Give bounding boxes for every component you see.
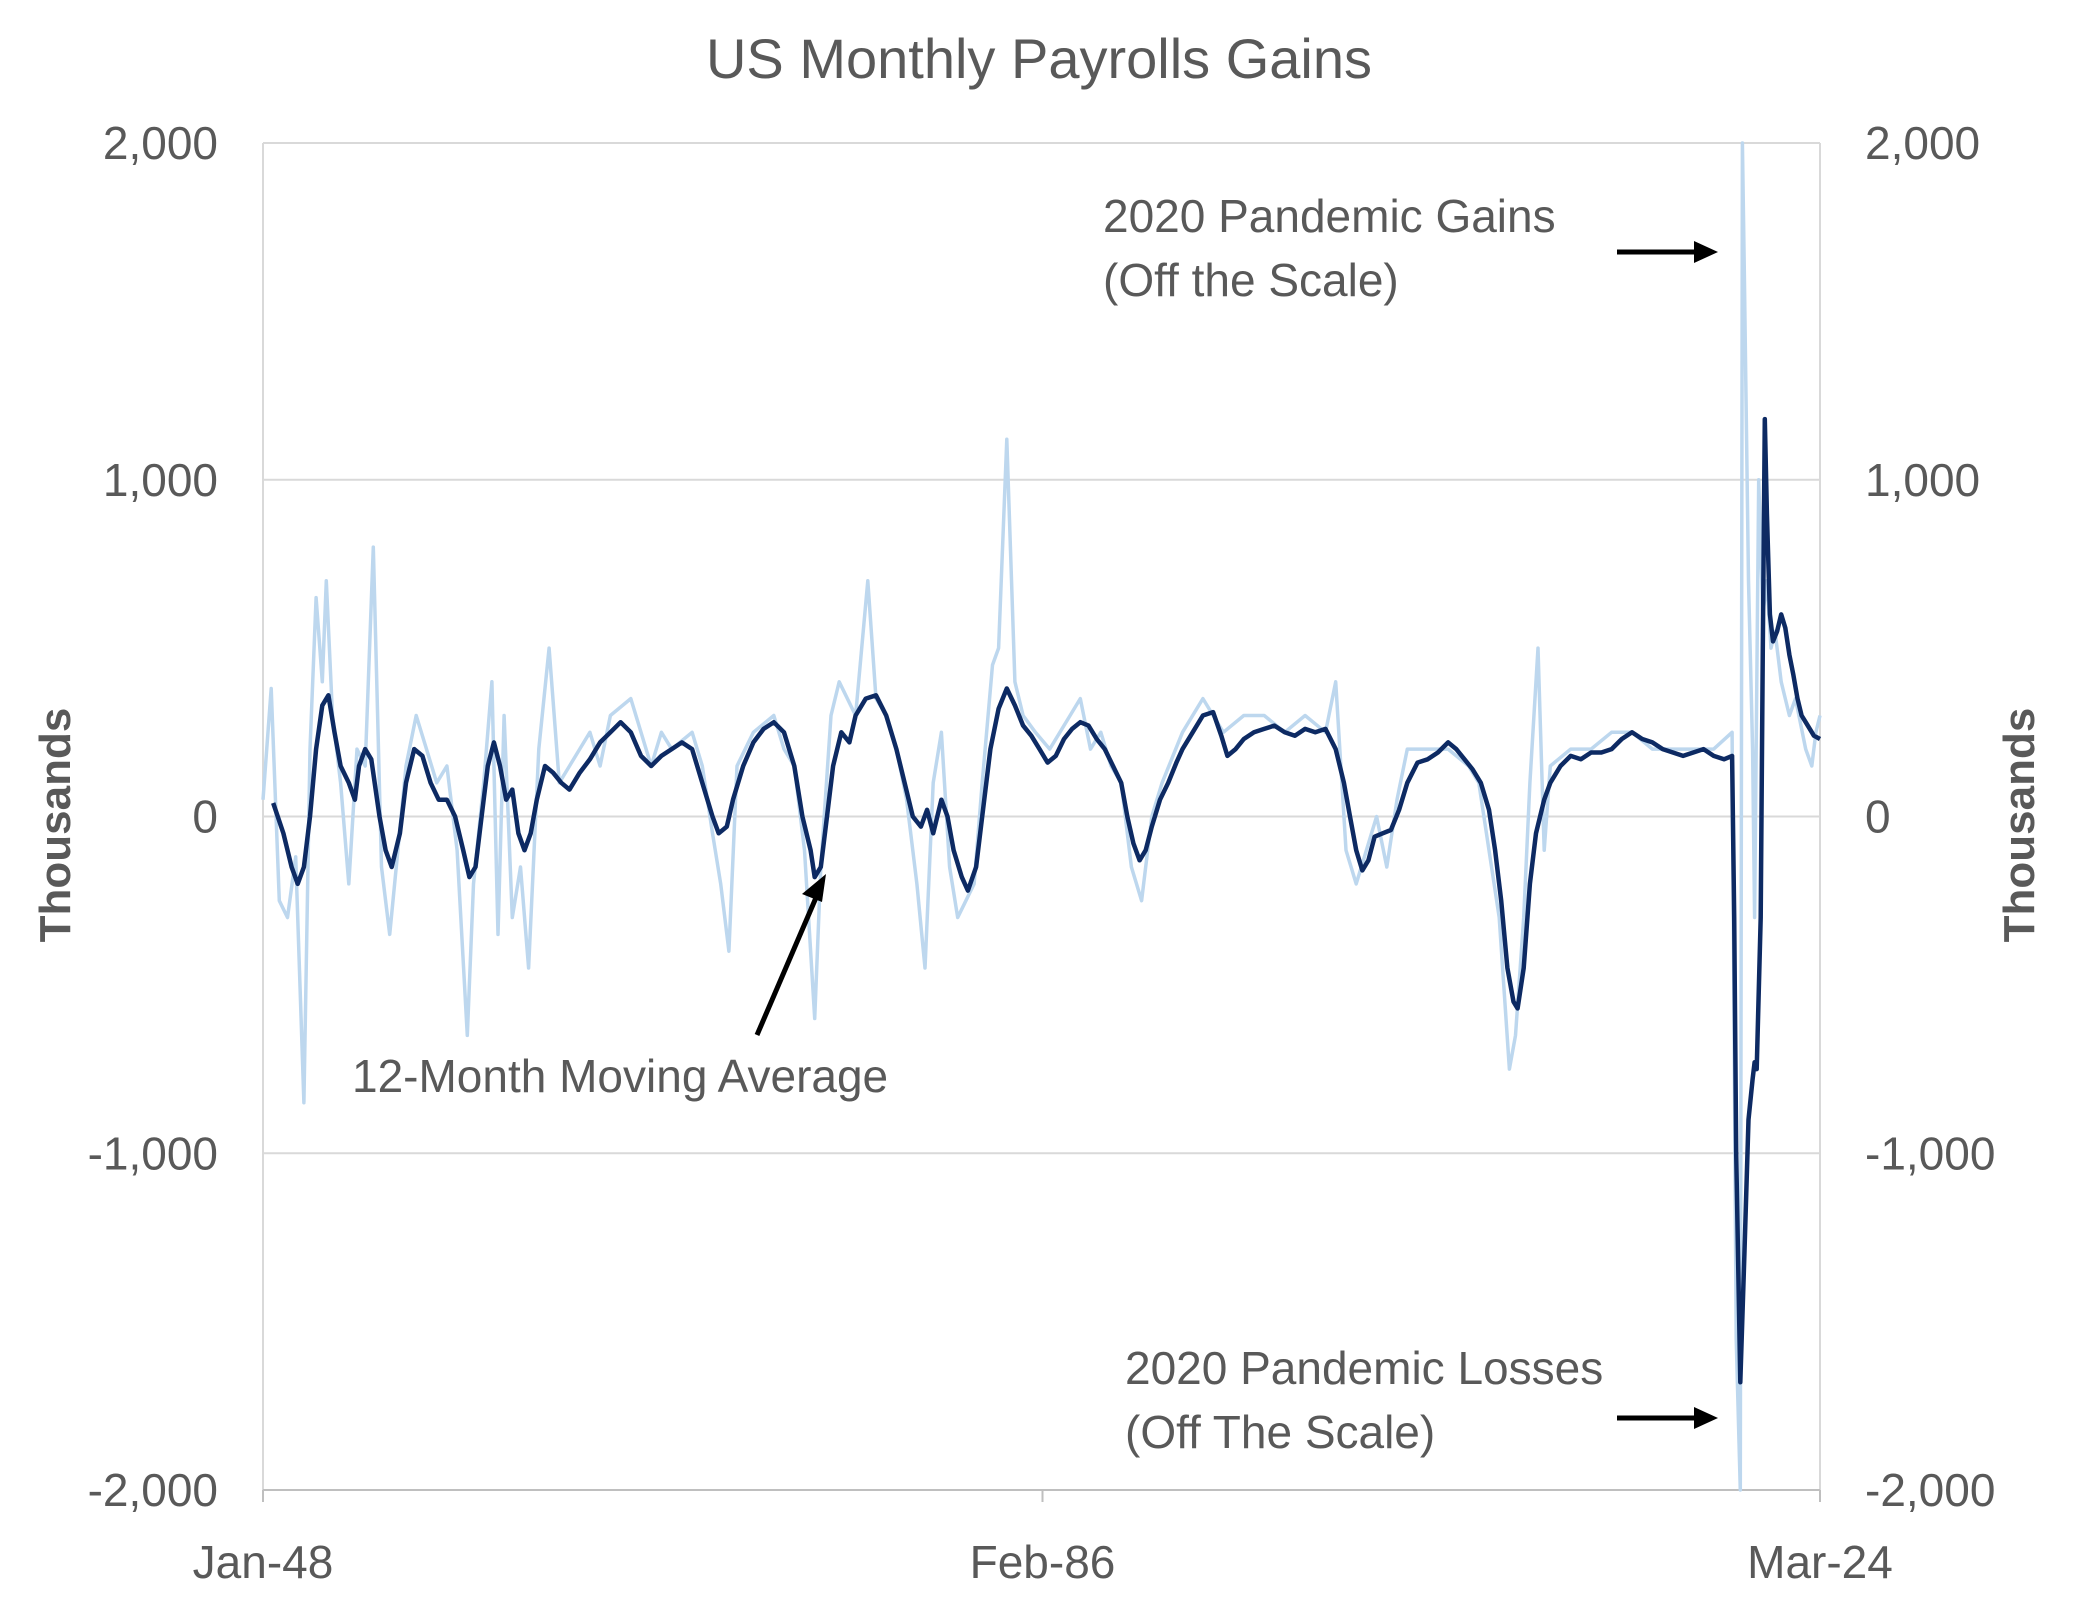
y-axis-title-right: Thousands <box>1995 708 2044 943</box>
x-tick-label: Jan-48 <box>193 1536 334 1588</box>
tick-labels: 2,000 2,000 1,000 1,000 0 0 -1,000 -1,000 -2,000… <box>88 117 1996 1588</box>
annotation-losses-line1: 2020 Pandemic Losses <box>1125 1342 1603 1394</box>
y-tick-label-left: -1,000 <box>88 1127 218 1179</box>
y-tick-label-left: 2,000 <box>103 117 218 169</box>
y-tick-label-left: -2,000 <box>88 1464 218 1516</box>
series-moving-average-line <box>271 416 1822 1385</box>
gains-arrowhead <box>1694 241 1718 263</box>
annotation-losses-line2: (Off The Scale) <box>1125 1406 1435 1458</box>
annotation-moving-average: 12-Month Moving Average <box>352 1050 888 1102</box>
y-axis-title-left: Thousands <box>31 708 80 943</box>
annotations: 12-Month Moving Average 2020 Pandemic Ga… <box>352 190 1718 1458</box>
y-tick-label-left: 1,000 <box>103 454 218 506</box>
y-tick-label-right: 2,000 <box>1865 117 1980 169</box>
moving-average-arrow <box>754 892 821 1036</box>
y-tick-label-right: -1,000 <box>1865 1127 1995 1179</box>
series-group <box>261 141 1822 1492</box>
losses-arrowhead <box>1694 1407 1718 1429</box>
chart-title: US Monthly Payrolls Gains <box>706 27 1372 90</box>
y-tick-label-right: -2,000 <box>1865 1464 1995 1516</box>
y-tick-label-left: 0 <box>192 791 218 843</box>
x-tick-label: Feb-86 <box>970 1536 1116 1588</box>
annotation-gains-line2: (Off the Scale) <box>1103 254 1399 306</box>
axes <box>262 143 1821 1502</box>
y-tick-label-right: 1,000 <box>1865 454 1980 506</box>
moving-average-arrowhead <box>802 874 826 902</box>
y-tick-label-right: 0 <box>1865 791 1891 843</box>
x-tick-label: Mar-24 <box>1747 1536 1893 1588</box>
annotation-gains-line1: 2020 Pandemic Gains <box>1103 190 1556 242</box>
